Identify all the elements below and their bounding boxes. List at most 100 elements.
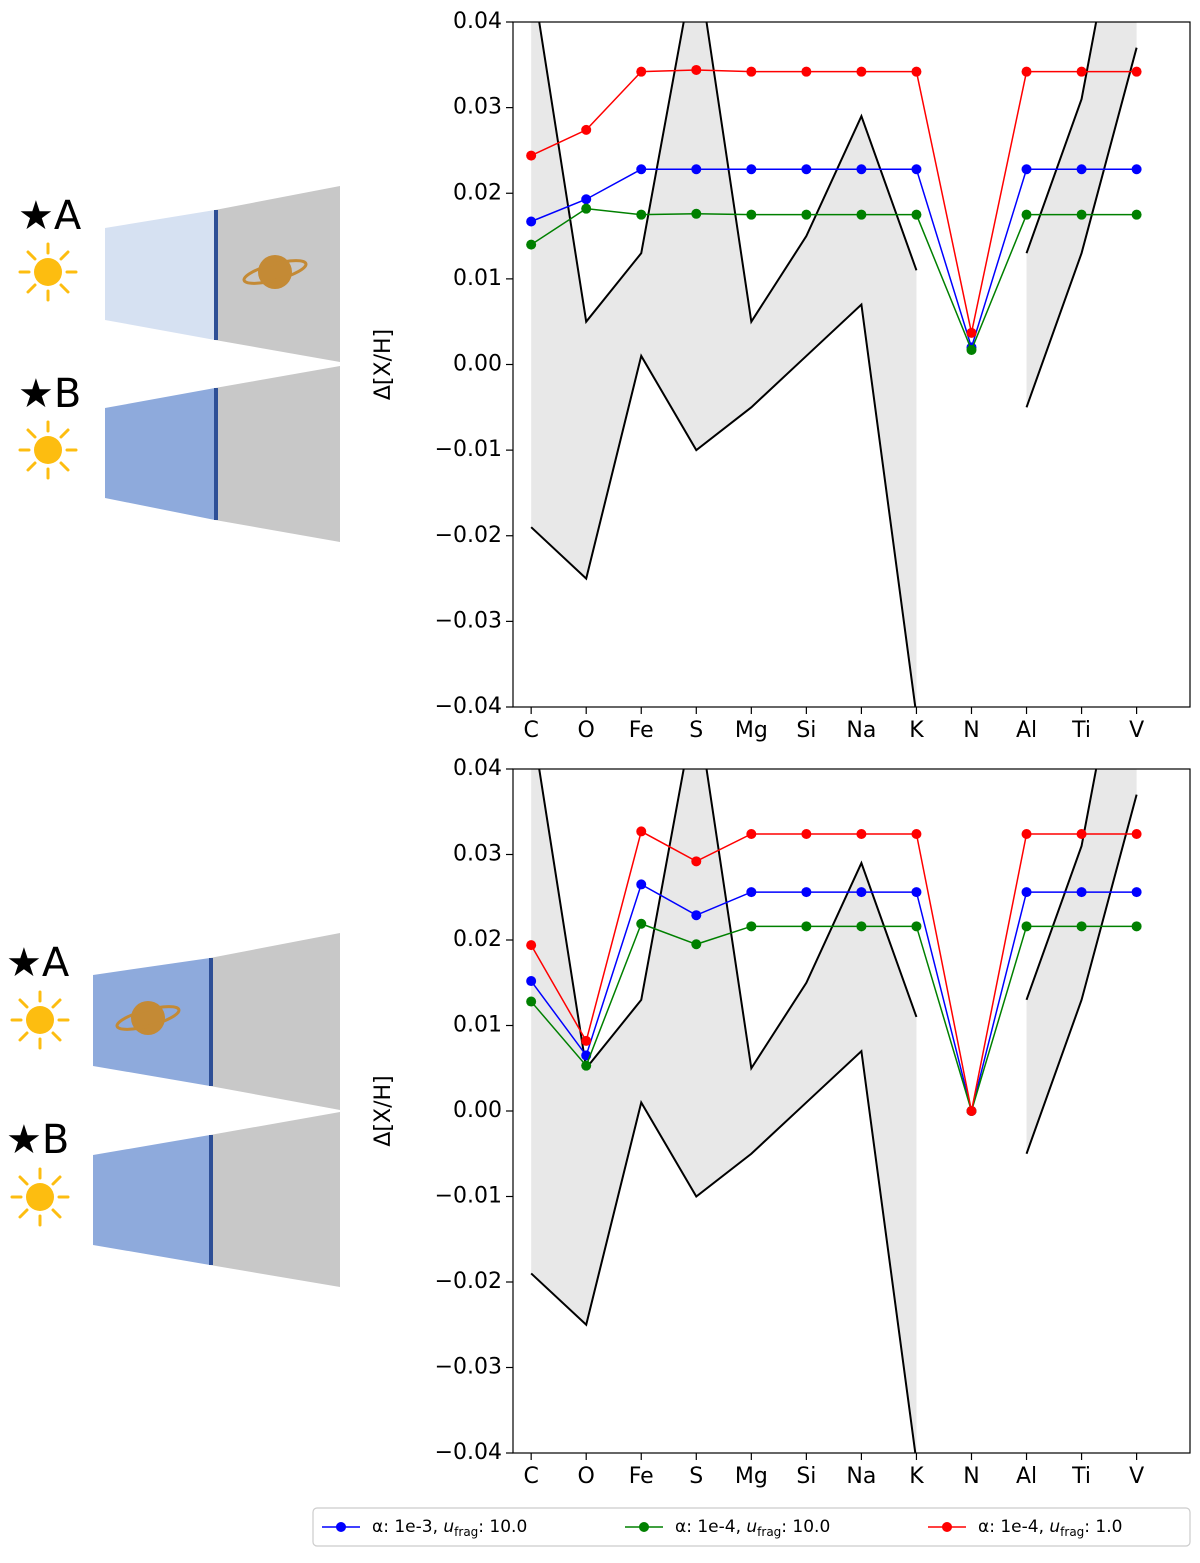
point	[581, 1060, 592, 1071]
legend-text: α: 1e-4,	[675, 1517, 746, 1537]
y-tick-label: −0.01	[435, 437, 502, 462]
point	[966, 344, 977, 355]
legend-text: frag	[1060, 1525, 1084, 1539]
band-line	[1025, 769, 1098, 1001]
band-fill	[531, 769, 917, 1453]
point	[746, 209, 757, 220]
x-tick-label: Si	[796, 1464, 816, 1489]
x-tick-label: V	[1129, 1464, 1144, 1489]
band-line	[530, 1049, 917, 1453]
legend-label: α: 1e-4, ufrag: 1.0	[978, 1517, 1122, 1539]
legend-text: frag	[757, 1525, 781, 1539]
legend-text: u	[1049, 1517, 1060, 1537]
x-tick-label: N	[963, 718, 979, 743]
point	[746, 921, 757, 932]
point	[691, 856, 702, 867]
point	[581, 203, 592, 214]
y-axis-label: Δ[X/H]	[371, 1075, 396, 1146]
band-fill	[1026, 769, 1137, 1154]
point	[1076, 66, 1087, 77]
point	[1131, 209, 1142, 220]
point	[801, 828, 812, 839]
point	[1131, 66, 1142, 77]
point	[581, 1035, 592, 1046]
point	[526, 239, 537, 250]
point	[581, 124, 592, 135]
point	[581, 194, 592, 205]
point	[911, 66, 922, 77]
point	[1021, 66, 1032, 77]
disk-inner	[93, 1135, 210, 1265]
series-line	[530, 922, 1137, 1114]
point	[1076, 209, 1087, 220]
band-line	[1025, 22, 1098, 254]
disk-outer	[215, 366, 340, 542]
point	[1131, 828, 1142, 839]
point	[801, 887, 812, 898]
legend-marker	[336, 1522, 346, 1532]
y-tick-label: 0.02	[453, 927, 502, 952]
legend-text: u	[443, 1517, 454, 1537]
disk-inner	[105, 388, 215, 520]
sun	[18, 242, 78, 302]
legend-marker	[639, 1522, 649, 1532]
y-tick-label: 0.02	[453, 180, 502, 205]
band-line	[530, 302, 917, 707]
disk-outer	[210, 933, 340, 1110]
x-tick-label: Na	[846, 718, 876, 743]
point	[691, 64, 702, 75]
series-line	[530, 883, 1137, 1112]
point	[856, 164, 867, 175]
point	[856, 66, 867, 77]
x-tick-label: Al	[1016, 1464, 1037, 1489]
point	[526, 940, 537, 951]
point	[746, 828, 757, 839]
y-tick-label: 0.04	[453, 756, 502, 781]
point	[526, 996, 537, 1007]
diagram-top: ★A ★B	[18, 186, 340, 542]
band-line	[1025, 794, 1138, 1155]
x-tick-label: Mg	[735, 1464, 768, 1489]
y-tick-label: −0.04	[435, 1440, 502, 1465]
point	[1021, 828, 1032, 839]
point	[636, 879, 647, 890]
y-tick-label: −0.02	[435, 523, 502, 548]
chart: −0.04 −0.03 −0.02 −0.01 0.00 0.01 0.02 0.03 0.04…	[371, 756, 1191, 1489]
point	[801, 921, 812, 932]
point	[911, 887, 922, 898]
series-line	[530, 830, 1137, 1112]
point	[911, 921, 922, 932]
x-tick-label: K	[909, 1464, 924, 1489]
diagram-bottom: ★A ★B	[6, 933, 340, 1287]
legend-text: frag	[454, 1525, 478, 1539]
legend-text: α: 1e-3,	[372, 1517, 443, 1537]
point	[1076, 887, 1087, 898]
band-line	[538, 22, 918, 325]
point	[1021, 209, 1032, 220]
y-tick-label: −0.04	[435, 694, 502, 719]
series-line	[530, 69, 1137, 333]
y-tick-label: −0.03	[435, 1355, 502, 1380]
y-tick-label: 0.03	[453, 842, 502, 867]
y-tick-label: 0.04	[453, 9, 502, 34]
point	[691, 208, 702, 219]
disk-inner	[105, 210, 215, 340]
legend-text: : 10.0	[478, 1517, 527, 1537]
point	[636, 209, 647, 220]
legend: α: 1e-3, ufrag: 10.0 α: 1e-4, ufrag: 10.0…	[312, 1507, 1191, 1547]
point	[526, 216, 537, 227]
point	[856, 209, 867, 220]
y-tick-label: 0.00	[453, 352, 502, 377]
star-label: ★A	[18, 193, 82, 239]
legend-label: α: 1e-3, ufrag: 10.0	[372, 1517, 527, 1539]
point	[636, 918, 647, 929]
band-line	[538, 769, 918, 1072]
series-line	[530, 207, 1137, 352]
sun	[10, 1167, 70, 1227]
legend-text: u	[746, 1517, 757, 1537]
sun	[10, 990, 70, 1050]
point	[801, 164, 812, 175]
point	[691, 164, 702, 175]
point	[966, 1106, 977, 1116]
